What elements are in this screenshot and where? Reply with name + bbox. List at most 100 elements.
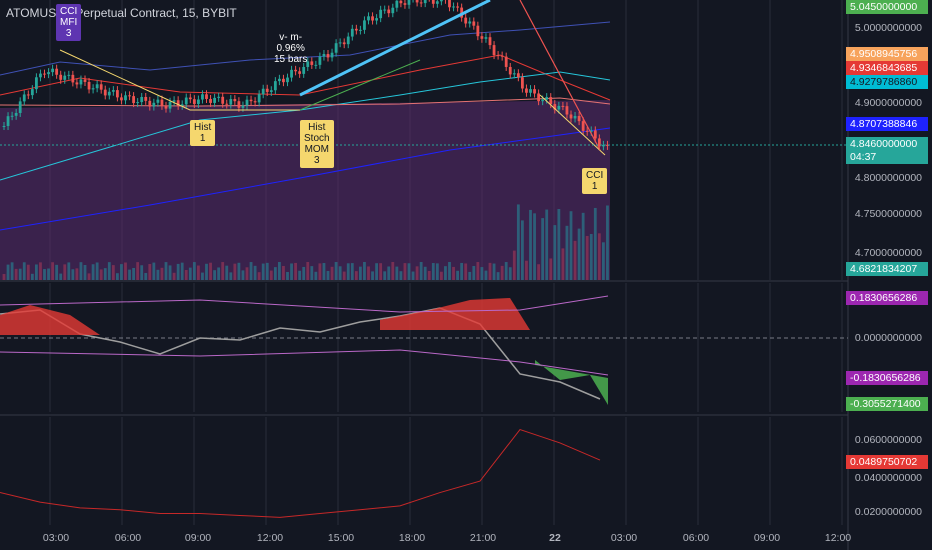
candle <box>71 74 75 83</box>
candle <box>541 99 545 102</box>
candle <box>334 43 338 53</box>
volume-bar <box>423 266 427 280</box>
volume-bar <box>111 265 115 280</box>
annotation-label: CCI MFI 3 <box>56 4 82 41</box>
candle <box>261 88 265 95</box>
vol-badge: 0.0489750702 <box>846 455 928 469</box>
candle <box>516 73 520 78</box>
candle <box>521 77 524 89</box>
candle <box>107 91 111 96</box>
volume-bar <box>217 267 221 280</box>
candle <box>415 0 419 3</box>
volume-bar <box>521 220 524 280</box>
volume-bar <box>407 263 411 280</box>
candle <box>577 115 581 122</box>
volume-bar <box>508 267 512 280</box>
volume-bar <box>500 265 504 280</box>
divergence-line <box>519 0 601 151</box>
volume-bar <box>431 263 435 280</box>
volume-bar <box>59 273 63 280</box>
candle <box>43 73 46 75</box>
candle <box>51 68 54 73</box>
price-tick: 5.0000000000 <box>854 22 922 34</box>
candle <box>269 90 273 92</box>
volume-bar <box>476 262 480 280</box>
candle <box>492 45 496 56</box>
volume-bar <box>257 272 261 280</box>
candle <box>565 106 569 115</box>
candle <box>172 100 176 102</box>
volume-bar <box>172 272 176 280</box>
volume-bar <box>391 262 395 280</box>
volume-bar <box>176 263 180 280</box>
candle <box>399 0 403 4</box>
candle <box>286 77 289 83</box>
volume-bar <box>192 262 196 280</box>
osc-fill-pos <box>380 298 530 330</box>
volume-bar <box>233 263 237 280</box>
candle <box>180 104 184 106</box>
volume-bar <box>128 269 131 280</box>
candle <box>22 94 26 102</box>
volume-bar <box>537 264 540 280</box>
volume-bar <box>399 271 403 280</box>
candle <box>63 75 67 80</box>
candle <box>407 0 411 5</box>
volume-bar <box>22 262 26 280</box>
candle <box>589 130 593 132</box>
volume-bar <box>440 271 443 280</box>
candle <box>391 7 395 14</box>
volume-bar <box>306 262 310 280</box>
volume-bar <box>6 264 10 280</box>
candle <box>257 94 261 103</box>
candle <box>597 138 601 147</box>
time-tick: 09:00 <box>753 532 781 544</box>
candle <box>282 78 285 83</box>
volume-bar <box>354 271 358 280</box>
volume-bar <box>387 266 391 280</box>
lower-band <box>0 349 609 376</box>
volume-bar <box>67 262 71 280</box>
candle <box>593 130 597 139</box>
volume-bar <box>253 265 257 280</box>
candle <box>87 81 91 90</box>
volume-bar <box>496 272 500 280</box>
volume-bar <box>55 264 59 280</box>
volume-bar <box>529 209 532 280</box>
candle <box>419 2 423 4</box>
volume-bar <box>39 262 42 280</box>
candle <box>569 114 573 119</box>
candle <box>249 99 253 102</box>
candle <box>431 0 435 4</box>
volume-bar <box>71 269 75 280</box>
candle <box>585 130 589 132</box>
volume-bar <box>286 271 289 280</box>
candle <box>79 79 83 85</box>
volume-bar <box>261 263 265 280</box>
volume-bar <box>383 271 387 280</box>
volume-bar <box>504 262 508 280</box>
volume-bar <box>241 270 245 280</box>
candle <box>476 25 480 37</box>
time-tick: 03:00 <box>610 532 638 544</box>
time-tick: 03:00 <box>42 532 70 544</box>
candle <box>504 56 508 67</box>
volume-bar <box>350 263 354 280</box>
candle <box>500 55 504 57</box>
volume-bar <box>209 262 212 280</box>
volume-bar <box>464 263 468 280</box>
volume-bar <box>565 225 569 280</box>
volume-bar <box>371 271 374 280</box>
candle <box>116 90 119 98</box>
osc-fill-pos <box>0 305 100 335</box>
volume-bar <box>91 264 95 280</box>
candle <box>205 94 208 99</box>
candle <box>512 73 516 75</box>
candle <box>342 42 346 45</box>
volume-bar <box>144 272 148 280</box>
volume-bar <box>278 262 281 280</box>
volume-bar <box>152 262 156 280</box>
candle <box>188 97 192 100</box>
volume-bar <box>456 270 459 280</box>
